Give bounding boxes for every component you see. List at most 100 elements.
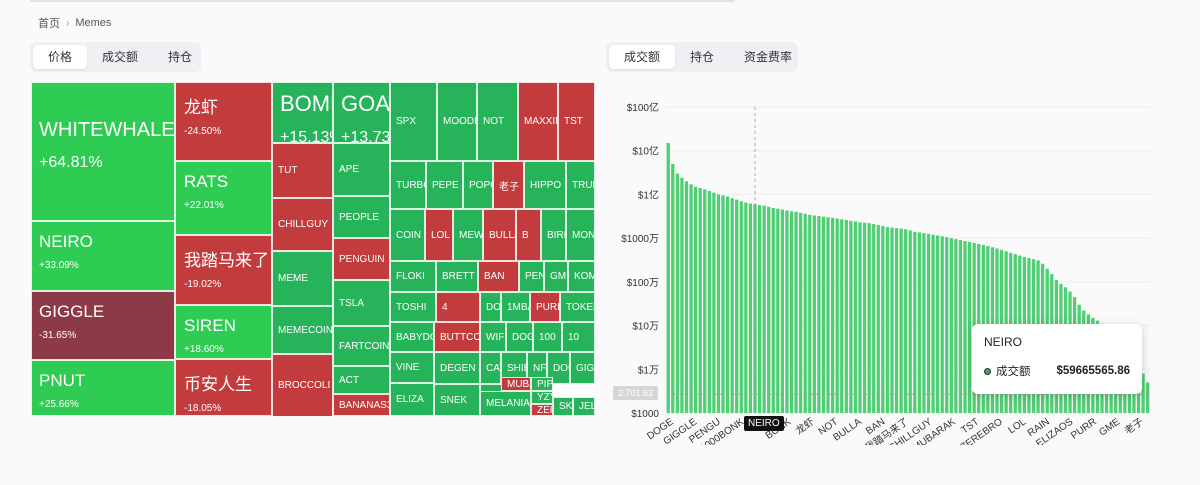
treemap-tile[interactable]: TST (558, 82, 595, 161)
treemap-tile[interactable]: GOAT +13.73% (333, 82, 390, 143)
treemap-tile[interactable]: FLOKI (390, 261, 436, 292)
tile-symbol: DEGEN (440, 362, 476, 374)
treemap-tile[interactable]: BRETT (436, 261, 478, 292)
tooltip-series: 成交额 (996, 366, 1031, 378)
treemap-tile[interactable]: BAN (478, 261, 519, 292)
treemap-tile[interactable]: JELLY (573, 397, 595, 416)
treemap-tile[interactable]: MEME (272, 251, 333, 306)
treemap-tile[interactable]: PIPPIN (531, 377, 553, 391)
treemap-tile[interactable]: KOMA (568, 261, 595, 292)
treemap-tile[interactable]: POPCAT (463, 161, 493, 209)
treemap-tile[interactable]: MELANIA (480, 391, 531, 416)
volume-bar (894, 228, 899, 413)
treemap-tile[interactable]: PEOPLE (333, 196, 390, 238)
treemap-tile[interactable]: MOODENG (437, 82, 477, 161)
treemap-tile[interactable]: PENGUIN (333, 238, 390, 280)
treemap-tile[interactable]: ZEREBRO (531, 404, 553, 416)
treemap-tile[interactable]: SNEK (434, 384, 480, 416)
treemap-tile[interactable]: GME (544, 261, 568, 292)
tile-change: -18.05% (184, 403, 222, 414)
tab-open-interest[interactable]: 持仓 (168, 50, 193, 64)
treemap-tile[interactable]: WIF (480, 322, 506, 352)
treemap-tile[interactable]: NFP (527, 352, 547, 384)
treemap-tile[interactable]: NEIRO +33.09% (31, 221, 175, 291)
treemap-tile[interactable]: 我踏马来了 -19.02% (175, 235, 272, 305)
treemap-tile[interactable]: 老子 (493, 161, 524, 209)
treemap-tile[interactable]: MUBARAK (501, 377, 531, 391)
tab-chart-open-interest[interactable]: 持仓 (690, 50, 715, 64)
treemap-tile[interactable]: 龙虾 -24.50% (175, 82, 272, 161)
treemap-tile[interactable]: TUT (272, 143, 333, 198)
treemap-tile[interactable]: B (516, 209, 541, 261)
treemap-tile[interactable]: TOKEN (560, 292, 595, 322)
treemap-tile[interactable]: BOME +15.13% (272, 82, 333, 143)
treemap-tile[interactable]: WHITEWHALE +64.81% (31, 82, 175, 221)
treemap-tile[interactable]: CAT (480, 352, 501, 384)
treemap-tile[interactable]: BUTTCOIN (434, 322, 480, 352)
treemap-tile[interactable]: PENDLE (519, 261, 544, 292)
treemap-tile[interactable]: VINE (390, 352, 434, 383)
treemap-tile[interactable]: DEGEN (434, 352, 480, 384)
tab-chart-volume[interactable]: 成交额 (609, 45, 676, 69)
treemap-tile[interactable]: TSLA (333, 280, 390, 326)
treemap-tile[interactable]: 10 (562, 322, 595, 352)
tab-volume[interactable]: 成交额 (102, 50, 139, 64)
tile-symbol: 100 (539, 331, 556, 343)
treemap-tile[interactable]: MEW (453, 209, 483, 261)
treemap-tile[interactable]: SKYAI (553, 397, 573, 416)
treemap-tile[interactable]: TRUMP (566, 161, 595, 209)
treemap-tile[interactable]: BANANAS31 (333, 394, 390, 416)
treemap-tile[interactable]: 100 (533, 322, 562, 352)
treemap-tile[interactable]: HIPPO (524, 161, 566, 209)
volume-bar (753, 204, 757, 413)
tile-symbol: VINE (396, 362, 420, 373)
treemap-tile[interactable]: LOL (425, 209, 453, 261)
breadcrumb-home[interactable]: 首页 (38, 18, 60, 30)
treemap-tile[interactable]: MON (566, 209, 595, 261)
treemap-tile[interactable]: MEMECOIN (272, 306, 333, 354)
volume-bar (725, 196, 730, 413)
volume-bar (716, 194, 721, 413)
treemap-tile[interactable]: GIG (570, 352, 595, 384)
treemap-tile[interactable]: ACT (333, 366, 390, 394)
treemap-tile[interactable]: ELIZA (390, 383, 434, 416)
treemap-tile[interactable]: BULLA (483, 209, 516, 261)
treemap-tile[interactable]: RATS +22.01% (175, 161, 272, 235)
treemap-tile[interactable]: DOGS (480, 292, 501, 322)
treemap-tile[interactable]: NOT (477, 82, 518, 161)
tile-symbol: ZEREBRO (537, 404, 552, 416)
tile-symbol: SIREN (184, 316, 236, 335)
volume-bar (744, 202, 748, 413)
treemap-tile[interactable]: BROCCOLI (272, 354, 333, 416)
treemap-tile[interactable]: FARTCOIN (333, 326, 390, 366)
tile-symbol: 1MBABYDOGE (507, 301, 529, 313)
treemap-tile[interactable]: SIREN +18.60% (175, 305, 272, 359)
treemap-tile[interactable]: BABYDOGE (390, 322, 434, 352)
treemap-tile[interactable]: DOG (506, 322, 533, 352)
treemap-tile[interactable]: TOSHI (390, 292, 436, 322)
volume-bar (680, 177, 684, 413)
treemap-tile[interactable]: 4 (436, 292, 480, 322)
treemap-tile[interactable]: COIN (390, 209, 425, 261)
tab-chart-funding-rate[interactable]: 资金费率 (744, 50, 793, 64)
treemap-tile[interactable]: CHILLGUY (272, 198, 333, 251)
treemap-tile[interactable]: PURR (530, 292, 560, 322)
treemap-tile[interactable]: YZY (531, 391, 553, 404)
treemap-tile[interactable]: 1MBABYDOGE (501, 292, 530, 322)
treemap-tile[interactable]: MAXXING (518, 82, 558, 161)
tab-price[interactable]: 价格 (33, 45, 88, 69)
treemap-tile[interactable]: DOGE (547, 352, 570, 384)
volume-bar (913, 231, 917, 413)
volume-bar (963, 241, 967, 413)
treemap-tile[interactable]: PEPE (426, 161, 463, 209)
treemap-tile[interactable]: BIRB (541, 209, 566, 261)
tile-symbol: TSLA (339, 297, 365, 309)
treemap-tile[interactable]: TURBO (390, 161, 426, 209)
treemap-tile[interactable]: PNUT +25.66% (31, 360, 175, 416)
tile-symbol: BAN (484, 271, 505, 282)
treemap-tile[interactable]: SPX (390, 82, 437, 161)
tile-symbol: FARTCOIN (339, 340, 390, 352)
treemap-tile[interactable]: GIGGLE -31.65% (31, 291, 175, 360)
treemap-tile[interactable]: 币安人生 -18.05% (175, 359, 272, 416)
treemap-tile[interactable]: APE (333, 143, 390, 196)
